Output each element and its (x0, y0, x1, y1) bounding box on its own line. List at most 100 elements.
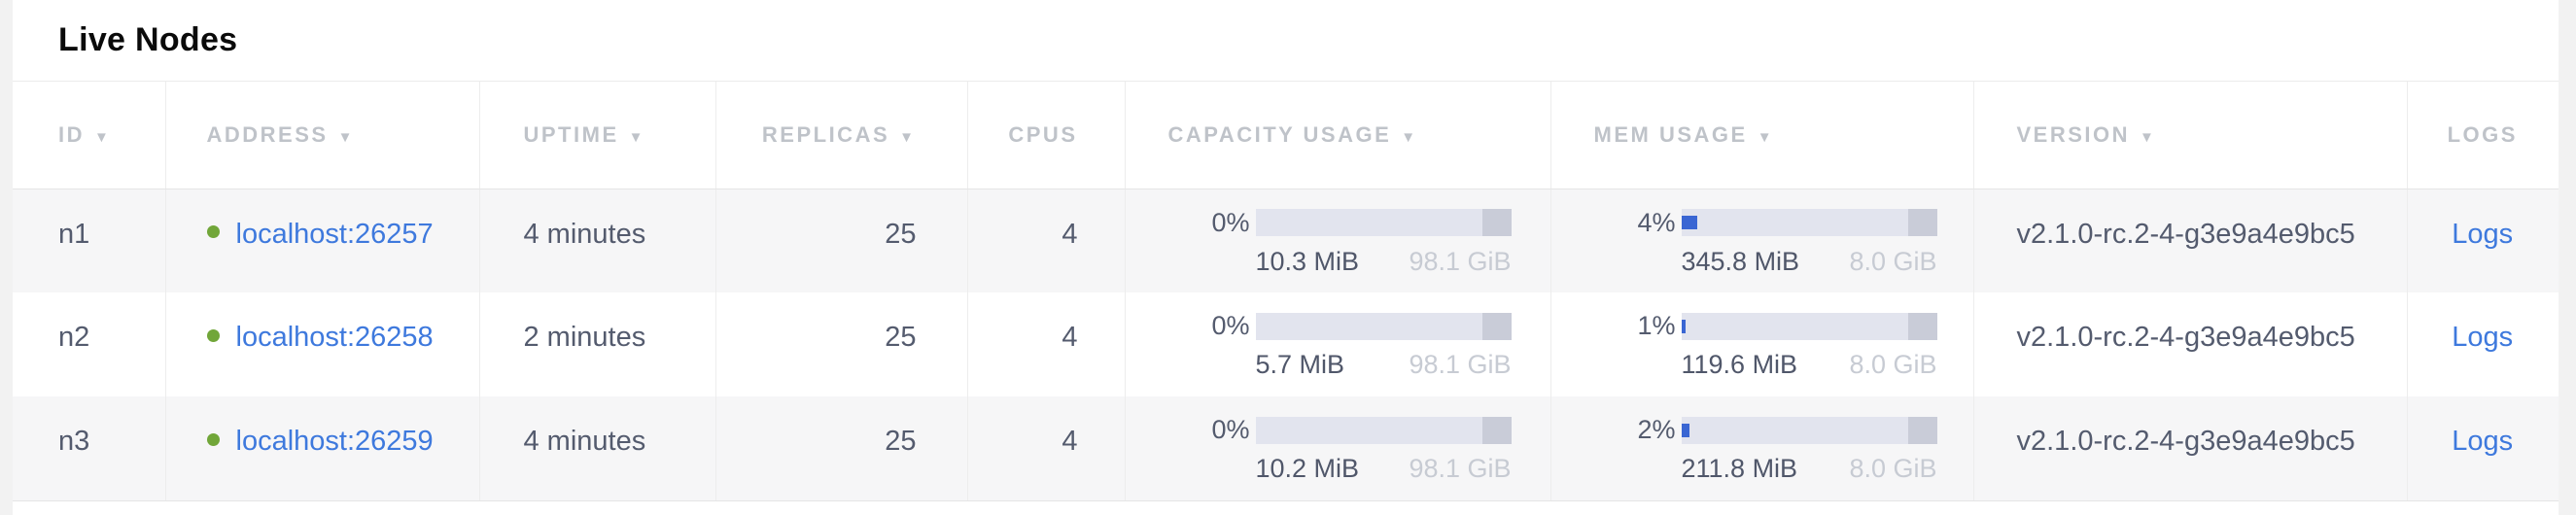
usage-used-value: 10.2 MiB (1255, 454, 1360, 483)
node-id-cell: n3 (13, 396, 166, 501)
usage-bar (1255, 312, 1512, 340)
mem-usage-cell: 1% 119.6 MiB 8.0 GiB (1550, 292, 1974, 396)
usage-percent: 2% (1637, 415, 1676, 444)
column-label: MEM USAGE (1593, 121, 1748, 147)
usage-percent: 0% (1211, 207, 1250, 237)
logs-cell: Logs (2407, 292, 2559, 396)
column-header-address[interactable]: ADDRESS ▼ (165, 82, 480, 189)
uptime-cell: 2 minutes (479, 292, 716, 396)
usage-used-value: 211.8 MiB (1681, 454, 1798, 483)
replicas-cell: 25 (715, 396, 968, 501)
column-label: VERSION (2016, 121, 2131, 147)
usage-bar-fill (1681, 423, 1689, 437)
address-link[interactable]: localhost:26257 (235, 218, 434, 250)
mem-usage-cell: 4% 345.8 MiB 8.0 GiB (1550, 189, 1974, 292)
usage-bar-fill (1681, 216, 1697, 229)
column-header-logs: LOGS (2407, 82, 2559, 189)
usage-total-value: 8.0 GiB (1849, 246, 1937, 276)
usage-total-value: 8.0 GiB (1849, 350, 1937, 379)
column-header-uptime[interactable]: UPTIME ▼ (479, 82, 716, 189)
table-header-row: ID ▼ ADDRESS ▼ UPTIME ▼ REPLICAS ▼ CPUS CAPACITY … (13, 82, 2559, 189)
sort-desc-icon: ▼ (1401, 128, 1418, 146)
logs-link[interactable]: Logs (2452, 322, 2514, 353)
version-cell: v2.1.0-rc.2-4-g3e9a4e9bc5 (1973, 292, 2408, 396)
cpus-cell: 4 (967, 189, 1126, 292)
usage-bar-cap (1907, 416, 1937, 444)
usage-used-value: 10.3 MiB (1255, 246, 1360, 276)
capacity-usage-cell: 0% 5.7 MiB 98.1 GiB (1125, 292, 1551, 396)
version-cell: v2.1.0-rc.2-4-g3e9a4e9bc5 (1973, 189, 2408, 292)
cpus-cell: 4 (967, 396, 1126, 501)
usage-bar (1681, 416, 1937, 444)
usage-total-value: 98.1 GiB (1409, 454, 1512, 483)
usage-bar-fill (1681, 319, 1686, 333)
usage-bar-cap (1907, 209, 1937, 236)
column-label: ID (58, 121, 85, 147)
sort-desc-icon: ▼ (2140, 128, 2157, 146)
table-row: n2 localhost:26258 2 minutes 25 4 0% 5.7 MiB 98… (13, 292, 2559, 396)
usage-total-value: 98.1 GiB (1409, 350, 1512, 379)
sort-desc-icon: ▼ (899, 128, 917, 146)
version-cell: v2.1.0-rc.2-4-g3e9a4e9bc5 (1973, 396, 2408, 501)
address-cell: localhost:26258 (165, 292, 480, 396)
node-id-cell: n2 (13, 292, 166, 396)
usage-bar-cap (1907, 312, 1937, 340)
usage-percent: 4% (1637, 207, 1676, 237)
usage-percent: 1% (1637, 311, 1676, 340)
column-label: CPUS (1008, 121, 1078, 147)
table-row: n1 localhost:26257 4 minutes 25 4 0% 10.3 MiB 9… (13, 189, 2559, 292)
column-header-cpus: CPUS (967, 82, 1126, 189)
column-header-id[interactable]: ID ▼ (13, 82, 166, 189)
usage-bar-cap (1481, 209, 1512, 236)
cpus-cell: 4 (967, 292, 1126, 396)
page-title: Live Nodes (58, 21, 238, 58)
node-live-status-icon (206, 432, 220, 446)
column-label: UPTIME (523, 121, 619, 147)
column-label: CAPACITY USAGE (1167, 121, 1392, 147)
live-nodes-card: Live Nodes ID ▼ ADDRESS ▼ UPTIME ▼ REPLICAS ▼ CP… (13, 0, 2559, 515)
node-live-status-icon (206, 328, 220, 342)
logs-cell: Logs (2407, 189, 2559, 292)
usage-used-value: 119.6 MiB (1681, 350, 1798, 379)
column-header-mem[interactable]: MEM USAGE ▼ (1550, 82, 1974, 189)
title-bar: Live Nodes (13, 0, 2559, 82)
column-header-replicas[interactable]: REPLICAS ▼ (715, 82, 968, 189)
uptime-cell: 4 minutes (479, 189, 716, 292)
usage-used-value: 345.8 MiB (1681, 246, 1800, 276)
capacity-usage-cell: 0% 10.2 MiB 98.1 GiB (1125, 396, 1551, 501)
usage-percent: 0% (1211, 311, 1250, 340)
live-nodes-table: ID ▼ ADDRESS ▼ UPTIME ▼ REPLICAS ▼ CPUS CAPACITY … (13, 82, 2559, 501)
usage-bar (1255, 416, 1512, 444)
sort-desc-icon: ▼ (628, 128, 645, 146)
column-header-capacity[interactable]: CAPACITY USAGE ▼ (1125, 82, 1551, 189)
usage-bar (1681, 209, 1937, 236)
usage-bar (1255, 209, 1512, 236)
sort-desc-icon: ▼ (94, 128, 112, 146)
logs-cell: Logs (2407, 396, 2559, 501)
column-label: LOGS (2447, 121, 2518, 147)
address-link[interactable]: localhost:26259 (235, 426, 434, 457)
address-cell: localhost:26257 (165, 189, 480, 292)
sort-desc-icon: ▼ (1757, 128, 1775, 146)
address-cell: localhost:26259 (165, 396, 480, 501)
usage-percent: 0% (1211, 415, 1250, 444)
table-row: n3 localhost:26259 4 minutes 25 4 0% 10.2 MiB 9… (13, 396, 2559, 501)
column-label: ADDRESS (206, 121, 329, 147)
replicas-cell: 25 (715, 292, 968, 396)
usage-total-value: 8.0 GiB (1849, 454, 1937, 483)
uptime-cell: 4 minutes (479, 396, 716, 501)
usage-total-value: 98.1 GiB (1409, 246, 1512, 276)
usage-bar-cap (1481, 416, 1512, 444)
logs-link[interactable]: Logs (2452, 426, 2514, 457)
column-header-version[interactable]: VERSION ▼ (1973, 82, 2408, 189)
column-label: REPLICAS (761, 121, 890, 147)
replicas-cell: 25 (715, 189, 968, 292)
sort-desc-icon: ▼ (337, 128, 355, 146)
usage-bar-cap (1481, 312, 1512, 340)
address-link[interactable]: localhost:26258 (235, 322, 434, 353)
usage-bar (1681, 312, 1937, 340)
logs-link[interactable]: Logs (2452, 218, 2514, 250)
mem-usage-cell: 2% 211.8 MiB 8.0 GiB (1550, 396, 1974, 501)
node-id-cell: n1 (13, 189, 166, 292)
usage-used-value: 5.7 MiB (1255, 350, 1345, 379)
